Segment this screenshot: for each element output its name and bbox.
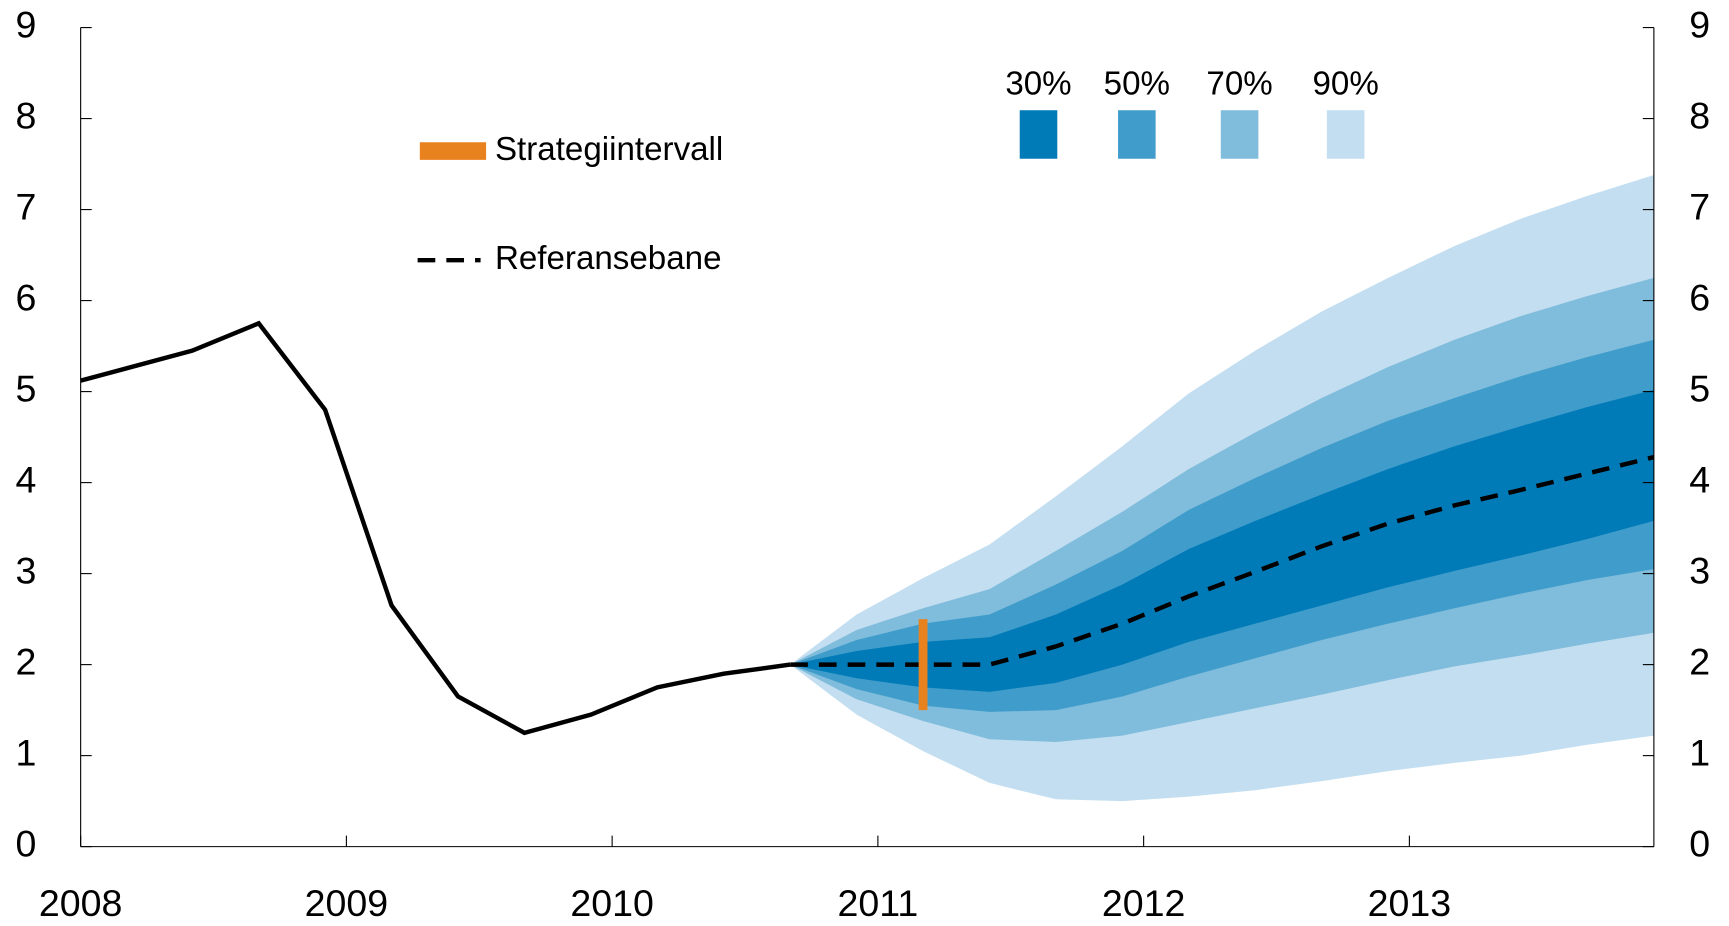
y-tick-label: 8 — [16, 94, 37, 136]
y2-tick-label: 2 — [1689, 641, 1710, 683]
y-tick-label: 7 — [16, 186, 37, 228]
legend-swatch — [1118, 110, 1156, 159]
x-tick-label: 2012 — [1102, 882, 1186, 924]
y2-tick-label: 5 — [1689, 368, 1710, 410]
y-tick-label: 9 — [16, 3, 37, 45]
x-tick-label: 2010 — [570, 882, 654, 924]
legend-label: 50% — [1104, 66, 1170, 103]
y-tick-label: 2 — [16, 641, 37, 683]
legend-label: 30% — [1005, 66, 1071, 103]
y2-tick-label: 6 — [1689, 277, 1710, 319]
legend-label: 90% — [1312, 66, 1378, 103]
y-tick-label: 4 — [16, 459, 37, 501]
y2-tick-label: 4 — [1689, 459, 1710, 501]
y2-tick-label: 8 — [1689, 94, 1710, 136]
legend-swatch — [1326, 110, 1365, 159]
legend-swatch — [1220, 110, 1259, 159]
y2-tick-label: 7 — [1689, 186, 1710, 228]
reference-line — [790, 454, 1655, 667]
x-tick-label: 2009 — [305, 882, 389, 924]
y2-tick-label: 0 — [1689, 823, 1710, 865]
y2-tick-label: 1 — [1689, 732, 1710, 774]
legend-label: Referansebane — [495, 240, 722, 277]
y-tick-label: 6 — [16, 277, 37, 319]
y-tick-label: 0 — [16, 823, 37, 865]
y2-tick-label: 9 — [1689, 3, 1710, 45]
fan-band — [790, 339, 1654, 712]
y2-tick-label: 3 — [1689, 550, 1710, 592]
legend-label: 70% — [1206, 66, 1272, 103]
y-tick-label: 1 — [16, 732, 37, 774]
fan-band — [790, 389, 1654, 692]
y-tick-label: 3 — [16, 550, 37, 592]
x-tick-label: 2013 — [1368, 882, 1452, 924]
y-tick-label: 5 — [16, 368, 37, 410]
history-line — [80, 320, 791, 736]
x-tick-label: 2011 — [838, 882, 919, 924]
legend-label: Strategiintervall — [495, 131, 723, 168]
legend-swatch — [1019, 110, 1058, 159]
x-tick-label: 2008 — [39, 882, 123, 924]
